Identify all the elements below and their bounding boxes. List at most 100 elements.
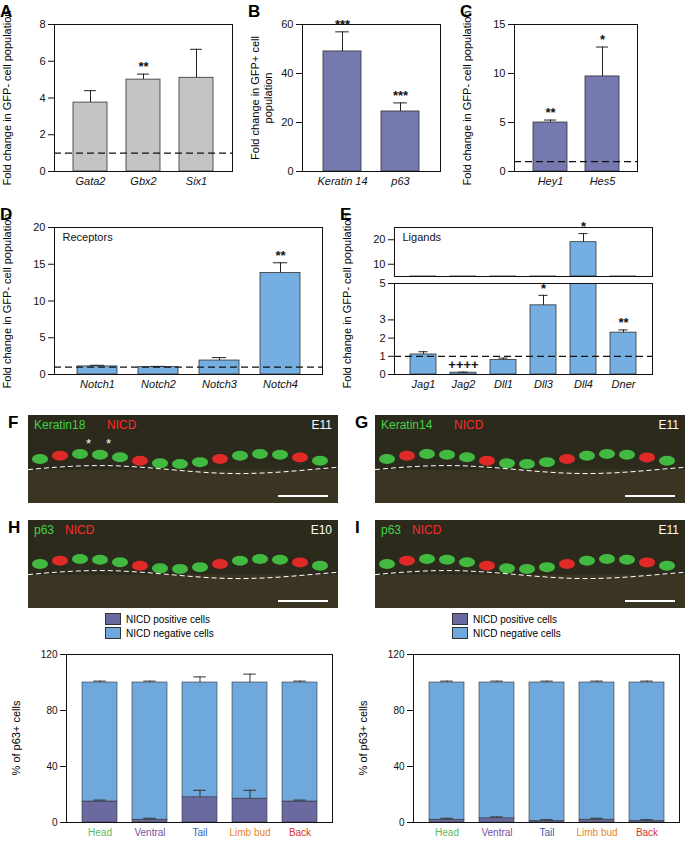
svg-text:120: 120 bbox=[388, 649, 405, 660]
svg-text:NICD: NICD bbox=[454, 418, 484, 432]
svg-text:Notch1: Notch1 bbox=[80, 378, 115, 390]
svg-text:Dll1: Dll1 bbox=[494, 378, 513, 390]
svg-text:6: 6 bbox=[39, 55, 45, 67]
svg-text:Jag2: Jag2 bbox=[451, 378, 476, 390]
svg-text:Tail: Tail bbox=[192, 827, 207, 838]
svg-text:0: 0 bbox=[39, 368, 45, 380]
svg-text:**: ** bbox=[545, 105, 556, 120]
svg-text:0: 0 bbox=[287, 165, 293, 177]
svg-text:0: 0 bbox=[379, 368, 385, 380]
svg-text:8: 8 bbox=[39, 18, 45, 30]
svg-text:2: 2 bbox=[39, 128, 45, 140]
svg-text:*: * bbox=[106, 436, 111, 451]
svg-text:*: * bbox=[541, 280, 547, 295]
svg-text:20: 20 bbox=[281, 116, 293, 128]
svg-text:NICD: NICD bbox=[107, 418, 137, 432]
html-text:NICD negative cells: NICD negative cells bbox=[126, 627, 214, 639]
svg-text:Back: Back bbox=[636, 827, 659, 838]
svg-text:40: 40 bbox=[46, 761, 58, 772]
svg-text:Six1: Six1 bbox=[186, 175, 207, 187]
svg-text:15: 15 bbox=[33, 258, 45, 270]
svg-text:Back: Back bbox=[289, 827, 312, 838]
svg-text:0: 0 bbox=[39, 165, 45, 177]
svg-text:10: 10 bbox=[33, 295, 45, 307]
svg-text:0: 0 bbox=[52, 817, 58, 828]
svg-text:p63: p63 bbox=[381, 523, 401, 537]
svg-text:20: 20 bbox=[373, 233, 385, 245]
svg-text:Notch3: Notch3 bbox=[202, 378, 238, 390]
svg-text:120: 120 bbox=[41, 649, 58, 660]
svg-text:Tail: Tail bbox=[539, 827, 554, 838]
svg-text:10: 10 bbox=[373, 258, 385, 270]
svg-text:E11: E11 bbox=[312, 418, 333, 432]
svg-text:E10: E10 bbox=[311, 523, 333, 537]
svg-text:Keratin14: Keratin14 bbox=[381, 418, 433, 432]
svg-text:Dll3: Dll3 bbox=[534, 378, 554, 390]
svg-text:5: 5 bbox=[39, 331, 45, 343]
svg-text:++++: ++++ bbox=[448, 357, 479, 372]
html-text:NICD positive cells: NICD positive cells bbox=[126, 613, 210, 625]
svg-text:Limb bud: Limb bud bbox=[576, 827, 617, 838]
svg-text:0: 0 bbox=[499, 165, 505, 177]
svg-text:Hes5: Hes5 bbox=[590, 175, 617, 187]
svg-text:*: * bbox=[600, 32, 606, 47]
svg-text:**: ** bbox=[138, 59, 149, 74]
html-text:% of p63+ cells: % of p63+ cells bbox=[10, 700, 22, 776]
html-text:C: C bbox=[460, 2, 473, 21]
svg-text:0: 0 bbox=[399, 817, 405, 828]
svg-text:***: *** bbox=[393, 88, 409, 103]
svg-text:Ligands: Ligands bbox=[403, 231, 442, 243]
svg-text:p63: p63 bbox=[390, 175, 410, 187]
svg-text:5: 5 bbox=[379, 277, 385, 289]
svg-text:Notch2: Notch2 bbox=[141, 378, 176, 390]
svg-text:Ventral: Ventral bbox=[481, 827, 512, 838]
svg-text:p63: p63 bbox=[34, 523, 54, 537]
html-text:D: D bbox=[0, 205, 13, 224]
svg-text:Head: Head bbox=[435, 827, 459, 838]
html-text:Fold change in GFP+ cell popul: Fold change in GFP+ cell population bbox=[248, 35, 273, 160]
svg-text:3: 3 bbox=[379, 313, 385, 325]
svg-text:*: * bbox=[86, 436, 91, 451]
svg-text:Keratin18: Keratin18 bbox=[34, 418, 86, 432]
svg-text:10: 10 bbox=[493, 67, 505, 79]
svg-text:2: 2 bbox=[379, 332, 385, 344]
svg-text:**: ** bbox=[618, 315, 629, 330]
svg-text:E11: E11 bbox=[659, 418, 680, 432]
svg-text:**: ** bbox=[275, 248, 286, 263]
svg-text:Receptors: Receptors bbox=[63, 231, 114, 243]
svg-text:Keratin 14: Keratin 14 bbox=[317, 175, 367, 187]
svg-text:Hey1: Hey1 bbox=[538, 175, 564, 187]
svg-text:Limb bud: Limb bud bbox=[229, 827, 270, 838]
svg-text:Gata2: Gata2 bbox=[76, 175, 106, 187]
html-text:H: H bbox=[8, 518, 21, 537]
svg-text:80: 80 bbox=[393, 705, 405, 716]
html-text:Fold change in GFP- cell popul: Fold change in GFP- cell population bbox=[460, 10, 472, 185]
svg-text:80: 80 bbox=[46, 705, 58, 716]
svg-text:Ventral: Ventral bbox=[134, 827, 165, 838]
svg-text:20: 20 bbox=[33, 221, 45, 233]
svg-text:60: 60 bbox=[281, 18, 293, 30]
svg-text:Dll4: Dll4 bbox=[574, 378, 593, 390]
html-text:E: E bbox=[340, 205, 352, 224]
svg-text:Dner: Dner bbox=[612, 378, 637, 390]
svg-text:NICD: NICD bbox=[412, 523, 442, 537]
svg-text:NICD: NICD bbox=[65, 523, 95, 537]
html-text:Fold change in GFP- cell popul: Fold change in GFP- cell population bbox=[0, 213, 12, 388]
html-text:B: B bbox=[248, 2, 261, 21]
svg-text:*: * bbox=[581, 219, 587, 234]
html-text:Fold change in GFP- cell popul: Fold change in GFP- cell population bbox=[340, 213, 352, 388]
svg-text:Head: Head bbox=[88, 827, 112, 838]
svg-text:40: 40 bbox=[281, 67, 293, 79]
svg-text:Notch4: Notch4 bbox=[263, 378, 298, 390]
svg-text:E11: E11 bbox=[659, 523, 680, 537]
svg-text:15: 15 bbox=[493, 18, 505, 30]
svg-text:1: 1 bbox=[379, 350, 385, 362]
svg-text:4: 4 bbox=[39, 92, 45, 104]
svg-text:Gbx2: Gbx2 bbox=[130, 175, 156, 187]
html-text:Fold change in GFP- cell popul: Fold change in GFP- cell population bbox=[0, 10, 12, 185]
svg-text:40: 40 bbox=[393, 761, 405, 772]
html-text:G: G bbox=[355, 413, 369, 432]
svg-text:5: 5 bbox=[499, 116, 505, 128]
svg-text:Jag1: Jag1 bbox=[411, 378, 436, 390]
html-text:A: A bbox=[0, 2, 13, 21]
